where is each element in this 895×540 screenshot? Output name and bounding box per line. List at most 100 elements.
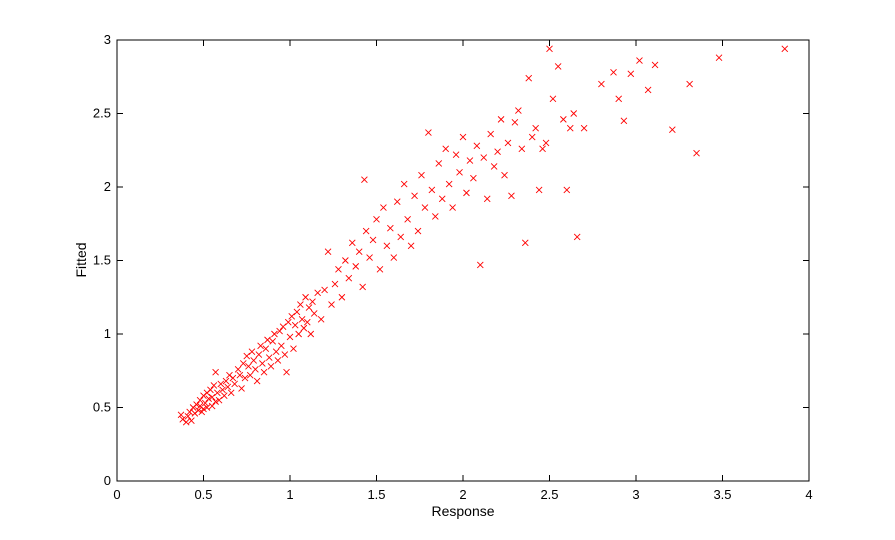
data-point bbox=[355, 248, 363, 255]
data-point bbox=[580, 124, 588, 132]
data-point bbox=[314, 289, 321, 297]
data-point bbox=[636, 57, 643, 64]
data-points bbox=[177, 45, 789, 426]
data-point bbox=[421, 204, 429, 211]
data-point bbox=[487, 130, 494, 138]
data-point bbox=[265, 354, 273, 361]
data-point bbox=[257, 342, 264, 350]
x-axis-label: Response bbox=[431, 503, 494, 519]
data-point bbox=[549, 95, 557, 103]
data-point bbox=[200, 405, 207, 413]
data-point bbox=[231, 380, 238, 388]
x-tick-label: 0.5 bbox=[194, 487, 212, 502]
y-tick-label: 3 bbox=[104, 32, 111, 47]
data-point bbox=[428, 186, 436, 194]
data-point bbox=[284, 318, 292, 326]
data-point bbox=[219, 386, 226, 394]
data-point bbox=[383, 242, 391, 250]
data-point bbox=[686, 80, 693, 88]
data-point bbox=[300, 324, 308, 332]
data-point bbox=[361, 176, 368, 183]
data-point bbox=[203, 404, 211, 411]
data-point bbox=[186, 408, 193, 416]
data-point bbox=[563, 186, 571, 194]
data-point bbox=[528, 133, 536, 141]
data-point bbox=[781, 45, 789, 53]
data-point bbox=[260, 368, 268, 376]
data-point bbox=[373, 216, 380, 223]
data-point bbox=[210, 382, 218, 389]
data-point bbox=[376, 266, 384, 273]
data-point bbox=[366, 254, 373, 261]
data-point bbox=[309, 298, 316, 305]
data-point bbox=[515, 107, 522, 114]
data-point bbox=[194, 407, 202, 414]
data-point bbox=[610, 69, 617, 76]
data-point bbox=[463, 189, 470, 197]
data-point bbox=[182, 418, 190, 426]
plot-frame bbox=[116, 39, 810, 482]
data-point bbox=[215, 396, 223, 404]
data-point bbox=[279, 323, 287, 330]
data-point bbox=[570, 110, 578, 117]
data-point bbox=[331, 280, 339, 288]
data-point bbox=[212, 398, 219, 405]
data-point bbox=[511, 119, 519, 126]
data-point bbox=[262, 345, 270, 353]
data-point bbox=[177, 411, 185, 419]
data-point bbox=[393, 198, 401, 206]
data-point bbox=[573, 233, 581, 241]
data-point bbox=[504, 139, 512, 147]
data-point bbox=[234, 365, 242, 373]
data-point bbox=[362, 227, 370, 235]
data-point bbox=[400, 180, 408, 188]
data-point bbox=[497, 116, 505, 123]
data-point bbox=[283, 368, 290, 376]
data-point bbox=[494, 148, 501, 156]
data-point bbox=[286, 333, 294, 341]
data-point bbox=[310, 310, 318, 317]
data-point bbox=[546, 45, 553, 53]
x-tick-label: 2.5 bbox=[540, 487, 558, 502]
data-point bbox=[560, 116, 567, 123]
y-tick-label: 0.5 bbox=[93, 400, 111, 415]
x-tick-label: 4 bbox=[805, 487, 812, 502]
data-point bbox=[239, 360, 247, 367]
data-point bbox=[359, 283, 366, 291]
data-point bbox=[466, 157, 474, 164]
data-point bbox=[290, 345, 297, 353]
data-point bbox=[390, 254, 398, 261]
data-point bbox=[459, 133, 467, 141]
data-point bbox=[456, 168, 463, 176]
data-point bbox=[220, 392, 228, 400]
data-point bbox=[274, 357, 282, 364]
data-point bbox=[271, 330, 278, 338]
data-point bbox=[272, 348, 280, 355]
data-point bbox=[269, 338, 277, 345]
data-point bbox=[644, 86, 652, 94]
data-point bbox=[693, 149, 700, 157]
data-point bbox=[651, 61, 659, 69]
data-point bbox=[212, 368, 219, 376]
data-point bbox=[418, 171, 425, 179]
data-point bbox=[227, 389, 235, 397]
data-point bbox=[184, 413, 192, 420]
data-point bbox=[352, 263, 360, 270]
data-point bbox=[236, 371, 244, 379]
data-point bbox=[324, 248, 332, 255]
data-point bbox=[250, 357, 257, 364]
x-tick-label: 1.5 bbox=[367, 487, 385, 502]
y-axis-label: Fitted bbox=[73, 242, 89, 277]
data-point bbox=[342, 257, 349, 264]
data-point bbox=[627, 70, 635, 78]
data-point bbox=[476, 261, 484, 269]
data-point bbox=[369, 236, 377, 244]
data-point bbox=[288, 313, 296, 320]
data-point bbox=[442, 145, 450, 153]
data-point bbox=[217, 380, 225, 388]
data-point bbox=[669, 126, 676, 133]
data-point bbox=[298, 315, 306, 323]
data-point bbox=[255, 351, 263, 358]
data-point bbox=[432, 213, 439, 220]
